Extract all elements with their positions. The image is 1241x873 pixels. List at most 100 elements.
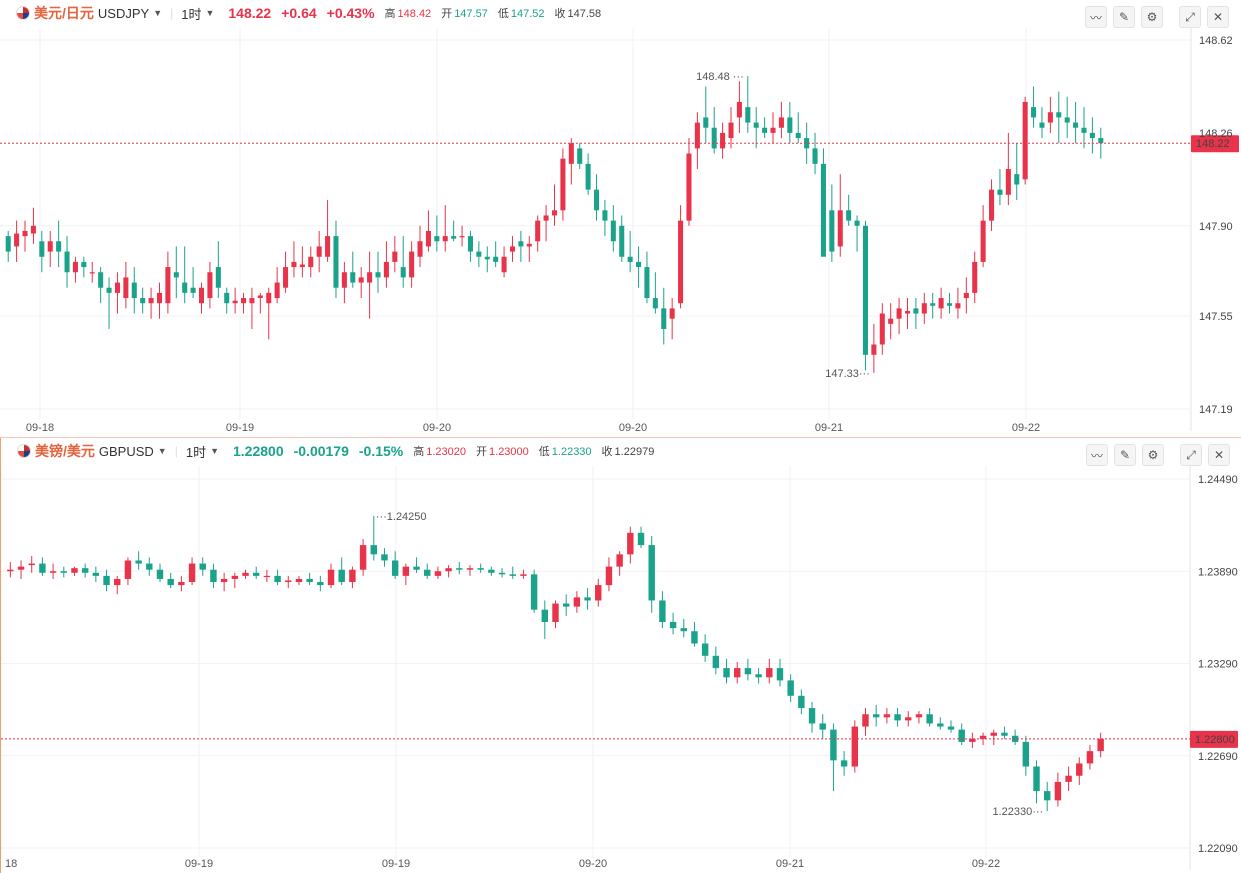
- settings-icon[interactable]: ⚙: [1142, 444, 1164, 466]
- x-tick-label: 09-18: [26, 422, 54, 434]
- candle-body: [39, 241, 45, 257]
- candle-body: [526, 243, 532, 247]
- chevron-down-icon[interactable]: ▼: [157, 446, 167, 456]
- candle-body: [701, 643, 709, 656]
- ohlc-open: 开 147.57: [441, 5, 488, 21]
- close-icon[interactable]: ✕: [1208, 444, 1230, 466]
- candle-body: [652, 298, 658, 309]
- candle-body: [188, 563, 196, 583]
- candle-body: [723, 668, 730, 678]
- candle-body: [71, 568, 78, 573]
- candle-body: [232, 300, 238, 304]
- symbol-selector[interactable]: GBPUSD: [98, 443, 154, 459]
- pencil-icon[interactable]: ✎: [1114, 444, 1136, 466]
- candle-body: [594, 189, 600, 211]
- ohlc-low: 低 1.22330: [539, 443, 592, 459]
- candle-body: [167, 578, 174, 586]
- candle-body: [135, 560, 142, 564]
- chevron-down-icon[interactable]: ▼: [205, 8, 215, 18]
- expand-icon[interactable]: ⤢: [1180, 444, 1202, 466]
- candle-body: [148, 298, 154, 304]
- candle-body: [720, 132, 726, 149]
- candle-body: [926, 714, 933, 724]
- candle-body: [605, 566, 613, 586]
- candle-body: [124, 560, 132, 579]
- close-value: 147.58: [567, 8, 602, 20]
- candle-body: [530, 574, 538, 610]
- candle-body: [543, 215, 549, 221]
- y-tick-label: 147.55: [1199, 311, 1233, 323]
- interval-selector[interactable]: 1时: [181, 6, 202, 22]
- candle-body: [114, 282, 120, 293]
- x-tick-label: 09-19: [382, 858, 410, 870]
- candle-body: [146, 563, 153, 570]
- min-price-annotation: 1.22330···: [992, 806, 1043, 818]
- candle-body: [451, 236, 457, 239]
- candle-body: [14, 233, 20, 247]
- candle-body: [755, 674, 762, 678]
- candle-body: [477, 568, 484, 570]
- candle-body: [350, 272, 356, 283]
- candle-body: [585, 163, 591, 190]
- candle-body: [686, 153, 692, 221]
- candle-body: [551, 210, 558, 216]
- candle-body: [930, 303, 936, 306]
- candle-body: [392, 251, 398, 262]
- chevron-down-icon[interactable]: ▼: [210, 446, 219, 456]
- open-value: 1.23000: [489, 446, 529, 458]
- candle-body: [648, 545, 655, 601]
- candle-body: [178, 582, 185, 586]
- candle-body: [64, 251, 70, 273]
- candle-body: [241, 298, 247, 304]
- candle-body: [1089, 132, 1095, 139]
- last-price-tag: [1191, 135, 1239, 153]
- close-icon[interactable]: ✕: [1207, 6, 1229, 28]
- chevron-down-icon[interactable]: ▼: [153, 8, 163, 18]
- x-tick-label: 09-22: [1012, 422, 1040, 434]
- candle-body: [285, 580, 292, 583]
- candle-body: [424, 569, 431, 576]
- candle-body: [669, 308, 675, 319]
- candle-body: [103, 575, 110, 586]
- settings-icon[interactable]: ⚙: [1141, 6, 1163, 28]
- ohlc-high: 高 148.42: [385, 5, 432, 21]
- candle-body: [89, 272, 95, 274]
- high-value: 148.42: [397, 8, 432, 20]
- candle-body: [883, 714, 891, 718]
- candle-body: [249, 298, 255, 304]
- expand-icon[interactable]: ⤢: [1179, 6, 1201, 28]
- symbol-selector[interactable]: USDJPY: [97, 5, 150, 21]
- candle-body: [787, 117, 793, 133]
- candle-body: [678, 220, 684, 304]
- candle-body: [266, 292, 272, 304]
- candle-body: [30, 225, 36, 234]
- candle-body: [830, 729, 837, 761]
- candle-body: [333, 236, 339, 288]
- y-tick-label: 1.22690: [1198, 751, 1238, 763]
- interval-selector[interactable]: 1时: [185, 444, 207, 460]
- candle-body: [798, 695, 805, 709]
- gbpusd-candlestick-chart[interactable]: 1.24490 1.23890 1.23290 1.22690 1.22090 1.228…: [1, 438, 1241, 873]
- candle-body: [224, 292, 230, 304]
- indicator-icon[interactable]: 〰: [1085, 6, 1107, 28]
- candle-body: [198, 287, 205, 304]
- candle-body: [562, 603, 570, 607]
- indicator-icon[interactable]: 〰: [1086, 444, 1108, 466]
- candle-body: [207, 272, 213, 299]
- candle-body: [131, 282, 137, 299]
- candle-body: [156, 569, 164, 579]
- candle-body: [484, 256, 490, 260]
- candle-body: [47, 241, 53, 252]
- x-tick-label: 09-22: [972, 858, 1000, 870]
- low-value: 1.22330: [551, 446, 592, 458]
- candle-body: [370, 545, 377, 555]
- candle-body: [349, 569, 356, 583]
- pair-name: 美元/日元: [34, 5, 94, 21]
- y-tick-label: 148.62: [1199, 35, 1233, 47]
- chart-header: 美元/日元 USDJPY ▼ | 1时 ▼ 148.22 +0.64 +0.43…: [0, 0, 1100, 26]
- usdjpy-candlestick-chart[interactable]: 148.62147.90147.55147.19148.22148.26148.…: [0, 0, 1241, 437]
- candle-body: [509, 246, 515, 252]
- candle-body: [1044, 791, 1051, 801]
- high-label: 高: [413, 446, 425, 458]
- pencil-icon[interactable]: ✎: [1113, 6, 1135, 28]
